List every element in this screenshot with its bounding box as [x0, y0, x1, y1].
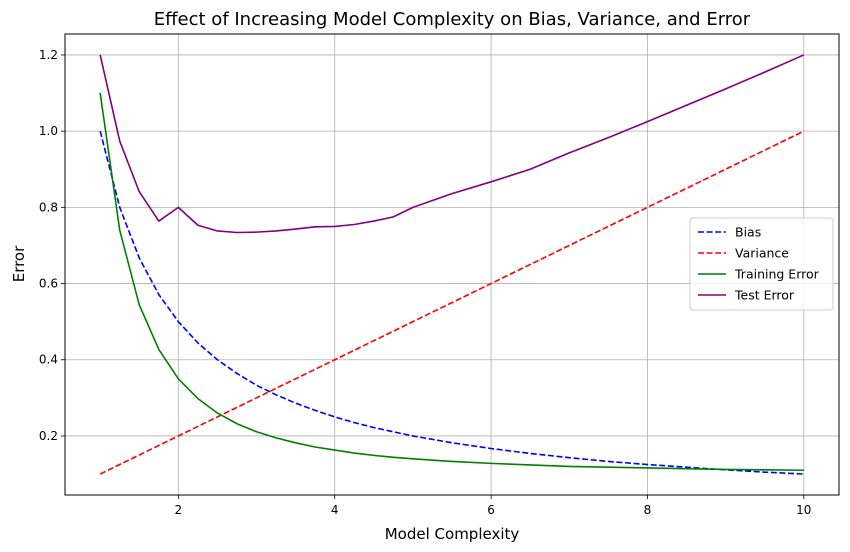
- legend-label: Bias: [735, 225, 761, 240]
- legend-label: Test Error: [734, 288, 795, 303]
- series-line-test-error: [99, 54, 805, 234]
- chart-title: Effect of Increasing Model Complexity on…: [154, 9, 751, 30]
- series-line-training-error: [99, 92, 804, 472]
- y-tick-label: 0.2: [39, 429, 58, 443]
- y-tick-label: 0.8: [39, 200, 58, 214]
- x-tick-label: 10: [796, 503, 811, 517]
- x-tick-label: 2: [175, 503, 183, 517]
- y-tick-label: 0.4: [39, 353, 58, 367]
- plot-frame: [64, 33, 840, 496]
- series-line-bias: [99, 130, 804, 475]
- x-tick-label: 8: [644, 503, 652, 517]
- legend-label: Variance: [735, 246, 789, 261]
- y-tick-label: 0.6: [39, 277, 58, 291]
- y-axis: 0.2 0.4 0.6 0.8 1.0 1.2: [39, 48, 65, 443]
- y-tick-label: 1.2: [39, 48, 58, 62]
- legend-label: Training Error: [734, 267, 820, 282]
- x-axis-label: Model Complexity: [385, 525, 520, 543]
- legend: Bias Variance Training Error Test Error: [689, 217, 834, 311]
- x-tick-label: 4: [331, 503, 339, 517]
- y-tick-label: 1.0: [39, 124, 58, 138]
- y-axis-label: Error: [10, 245, 28, 282]
- x-tick-label: 6: [487, 503, 495, 517]
- x-axis: 2 4 6 8 10: [175, 495, 811, 517]
- legend-box: [689, 217, 834, 311]
- series-group: [99, 54, 805, 475]
- series-line-variance: [99, 130, 805, 475]
